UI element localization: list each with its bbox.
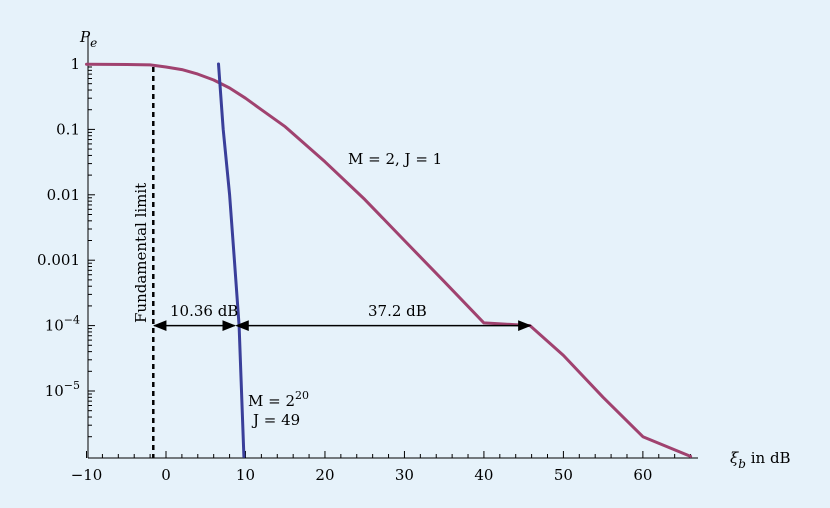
x-tick-label: −10: [71, 466, 103, 484]
x-axis-label: ξb in dB: [730, 449, 791, 471]
fundamental-limit-label: Fundamental limit: [132, 183, 150, 323]
y-tick-label: 1: [70, 55, 80, 73]
x-tick-label: 30: [395, 466, 414, 484]
y-tick-label: 0.1: [56, 120, 80, 138]
series-line-m2e20-j49: [217, 62, 246, 458]
y-tick-label: 0.001: [37, 251, 80, 269]
chart-marks: [85, 62, 693, 458]
series-label-m: M = 220: [248, 389, 309, 410]
series-label-j: J = 49: [251, 411, 300, 429]
series-line-m2-j1: [85, 62, 693, 458]
series-label-m2-j1: M = 2, J = 1: [348, 150, 442, 168]
annotation-10-36-db: 10.36 dB: [170, 302, 238, 320]
y-tick-label: 10−4: [45, 314, 80, 335]
x-tick-label: 20: [315, 466, 334, 484]
axes: −10 0 10 20 30 40 50 60 1 0.1 0.01 0.001 10−4 10−5: [37, 36, 698, 484]
y-axis-label: Pe: [79, 28, 97, 50]
x-tick-label: 50: [554, 466, 573, 484]
x-tick-label: 60: [633, 466, 652, 484]
x-tick-label: 10: [236, 466, 255, 484]
annotation-37-2-db: 37.2 dB: [368, 302, 427, 320]
y-tick-label: 10−5: [45, 379, 80, 400]
x-tick-label: 40: [474, 466, 493, 484]
y-tick-label: 0.01: [47, 186, 80, 204]
x-tick-label: 0: [161, 466, 171, 484]
